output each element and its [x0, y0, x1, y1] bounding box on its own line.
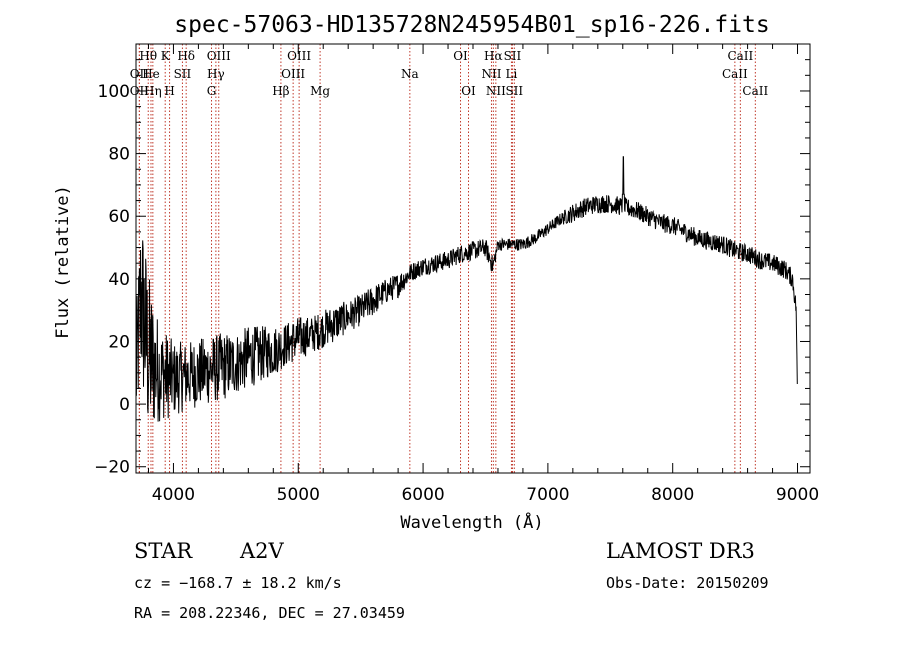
- y-tick-label: 100: [98, 82, 130, 102]
- object-class: STAR: [134, 539, 193, 563]
- spectral-line-label: OI: [461, 84, 476, 98]
- spectral-line-label: He: [142, 67, 160, 81]
- x-tick-label: 6000: [401, 485, 444, 505]
- spectral-line-label: OII: [130, 84, 150, 98]
- spectral-line-label: OII: [130, 67, 150, 81]
- spectral-line-label: Hθ: [139, 49, 157, 63]
- spectral-line-label: Hη: [144, 84, 162, 98]
- spectral-line-label: NII: [481, 67, 501, 81]
- spectral-line-label: G: [207, 84, 217, 98]
- spectral-line-label: Na: [401, 67, 419, 81]
- chart-title: spec-57063-HD135728N245954B01_sp16-226.f…: [174, 12, 769, 38]
- x-tick-label: 9000: [776, 485, 819, 505]
- spectral-line-label: OIII: [287, 49, 311, 63]
- spectral-line-label: CaII: [722, 67, 748, 81]
- spectral-line-label: NII: [486, 84, 506, 98]
- x-tick-label: 4000: [152, 485, 195, 505]
- spectral-line-label: SII: [505, 84, 523, 98]
- object-subclass: A2V: [240, 539, 284, 563]
- spectral-line-label: Hα: [484, 49, 503, 63]
- redshift-velocity: cz = −168.7 ± 18.2 km/s: [134, 574, 342, 592]
- y-axis-label: Flux (relative): [53, 185, 73, 339]
- spectral-line-label: Li: [506, 67, 518, 81]
- plot-frame: [135, 43, 811, 474]
- spectral-line-label: K: [161, 49, 171, 63]
- observation-date: Obs-Date: 20150209: [606, 574, 769, 592]
- x-tick-label: 7000: [526, 485, 569, 505]
- y-tick-label: 0: [119, 395, 130, 415]
- x-tick-label: 8000: [651, 485, 694, 505]
- y-tick-label: 40: [108, 270, 130, 290]
- y-tick-label: −20: [94, 458, 130, 478]
- x-axis-label: Wavelength (Å): [400, 511, 543, 533]
- spectrum-layer: [135, 156, 798, 422]
- y-tick-label: 20: [108, 332, 130, 352]
- y-tick-label: 80: [108, 145, 130, 165]
- spectral-line-label: OI: [453, 49, 468, 63]
- spectral-line-label: Mg: [310, 84, 330, 98]
- spectral-line-label: SII: [504, 49, 522, 63]
- spectral-line-label: Hδ: [177, 49, 195, 63]
- spectral-line-label: CaII: [742, 84, 768, 98]
- spectrum-trace: [135, 156, 798, 422]
- y-tick-label: 60: [108, 207, 130, 227]
- spectral-line-label: SII: [174, 67, 192, 81]
- axes-layer: 4000 5000 6000 7000 8000 9000 −20 0 20 40 60 80 100: [94, 43, 819, 505]
- spectral-line-label: Hβ: [272, 84, 289, 98]
- spectral-line-label: H: [164, 84, 174, 98]
- spectral-line-label: CaII: [727, 49, 753, 63]
- survey-name: LAMOST DR3: [606, 539, 755, 563]
- spectral-line-label: OIII: [281, 67, 305, 81]
- spectral-line-label: Hγ: [207, 67, 225, 81]
- coordinates: RA = 208.22346, DEC = 27.03459: [134, 604, 405, 622]
- x-tick-label: 5000: [277, 485, 320, 505]
- spectral-line-label: OIII: [207, 49, 231, 63]
